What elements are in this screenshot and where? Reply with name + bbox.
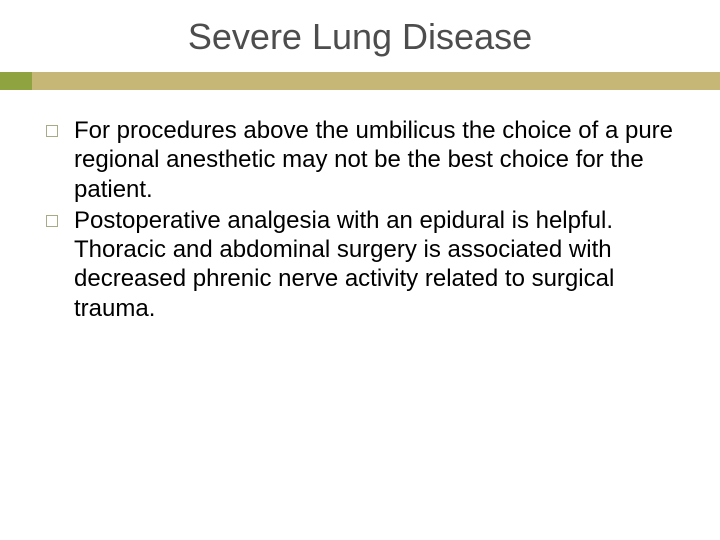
slide: Severe Lung Disease For procedures above… [0, 0, 720, 540]
square-bullet-icon [46, 125, 58, 137]
slide-title: Severe Lung Disease [0, 0, 720, 72]
accent-divider [0, 72, 720, 90]
bullet-text: For procedures above the umbilicus the c… [74, 116, 674, 204]
bullet-text: Postoperative analgesia with an epidural… [74, 206, 674, 323]
list-item: Postoperative analgesia with an epidural… [46, 206, 674, 323]
square-bullet-icon [46, 215, 58, 227]
slide-body: For procedures above the umbilicus the c… [0, 90, 720, 323]
accent-block [0, 72, 32, 90]
list-item: For procedures above the umbilicus the c… [46, 116, 674, 204]
accent-line [32, 72, 720, 90]
bullet-list: For procedures above the umbilicus the c… [46, 116, 674, 323]
